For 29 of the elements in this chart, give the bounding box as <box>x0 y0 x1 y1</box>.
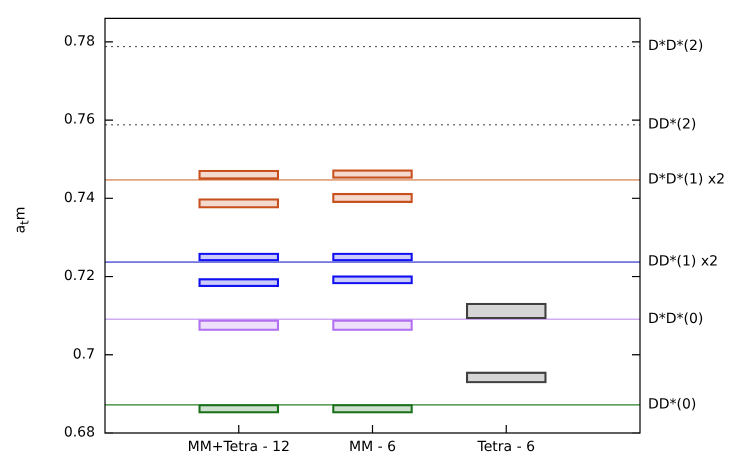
bar <box>198 404 280 414</box>
bar <box>332 320 413 331</box>
x-tick-label: MM - 6 <box>348 439 396 456</box>
bar <box>332 275 413 284</box>
bar <box>332 252 413 262</box>
bar <box>198 170 280 180</box>
bar <box>198 320 280 331</box>
bar <box>466 302 547 320</box>
bar <box>198 252 280 262</box>
x-tick-label: MM+Tetra - 12 <box>188 439 290 456</box>
y-tick-label: 0.72 <box>64 268 95 284</box>
y-tick-label: 0.74 <box>64 190 96 206</box>
bar <box>332 169 413 179</box>
ref-line-label: D*D*(2) <box>648 38 704 54</box>
y-tick-label: 0.68 <box>64 424 95 441</box>
ref-line-label: DD*(1) x2 <box>648 254 718 270</box>
y-tick-label: 0.7 <box>72 346 95 362</box>
bar <box>198 278 280 288</box>
bar <box>198 198 280 208</box>
bar <box>332 192 413 203</box>
ref-line-label: DD*(2) <box>648 116 696 132</box>
ref-line-label: D*D*(1) x2 <box>648 172 726 188</box>
bar <box>466 372 547 384</box>
y-tick-label: 0.76 <box>64 112 96 128</box>
ref-line-label: DD*(0) <box>648 396 696 412</box>
ref-line-label: D*D*(0) <box>648 310 704 327</box>
bar <box>332 404 413 414</box>
x-tick-label: Tetra - 6 <box>476 439 536 456</box>
y-tick-label: 0.78 <box>64 34 95 50</box>
